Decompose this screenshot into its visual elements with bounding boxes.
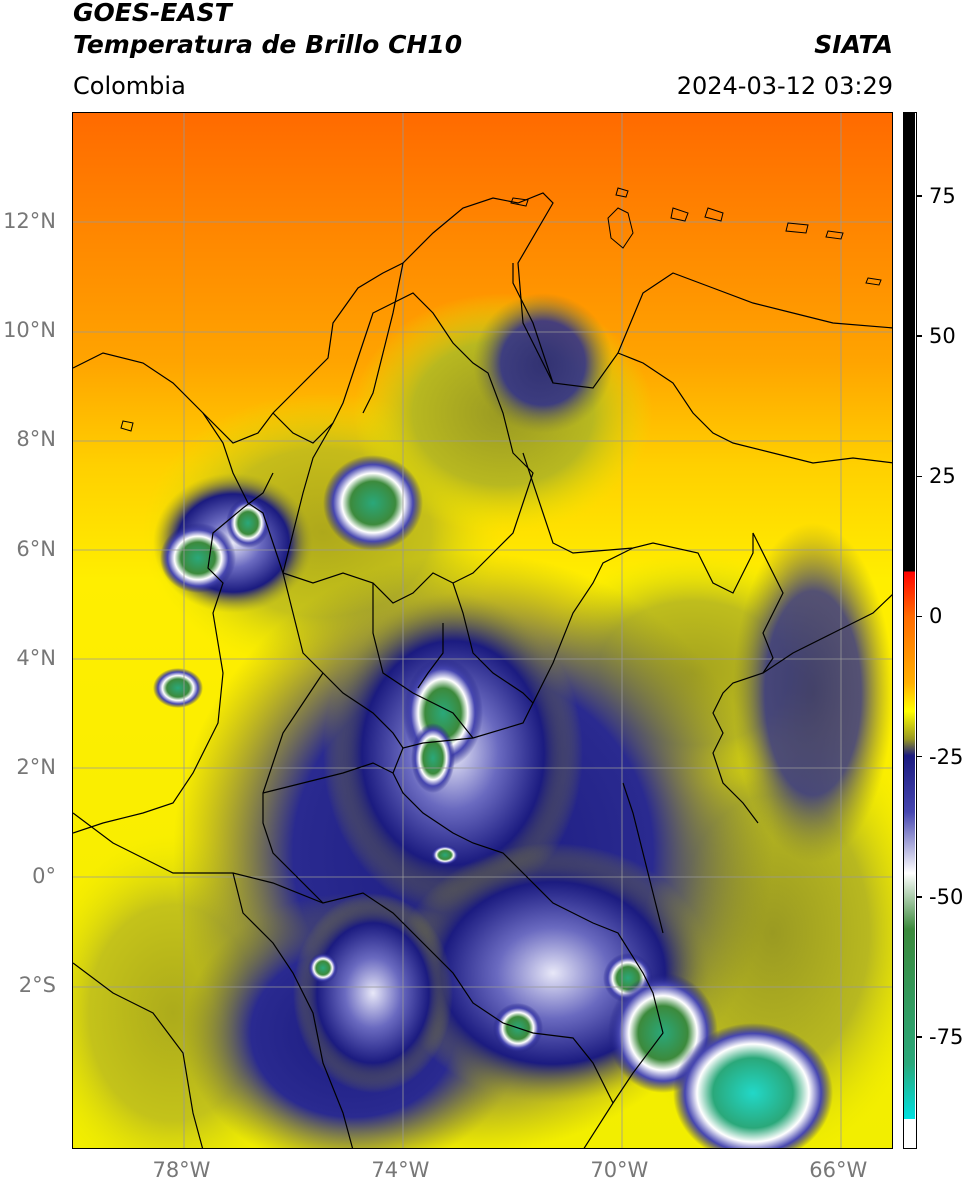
satellite-title: GOES-EAST — [73, 0, 232, 27]
colorbar-tick-label: -50 — [929, 884, 964, 909]
graticule — [73, 113, 892, 1148]
colorbar-gradient — [904, 113, 915, 1147]
latitude-label: 2°S — [18, 973, 56, 998]
colorbar-tick-label: 50 — [929, 324, 956, 349]
latitude-label: 4°N — [16, 645, 56, 670]
longitude-label: 66°W — [809, 1158, 868, 1182]
colorbar-tick-mark — [917, 195, 922, 197]
latitude-label: 8°N — [16, 427, 56, 452]
cloud-fields — [73, 293, 892, 1148]
timestamp-label: 2024-03-12 03:29 — [676, 72, 893, 100]
colorbar — [903, 112, 917, 1149]
latitude-label: 6°N — [16, 536, 56, 561]
colorbar-tick-mark — [917, 335, 922, 337]
map-svg — [73, 113, 892, 1148]
colorbar-tick-mark — [917, 615, 922, 618]
colorbar-tick-label: 25 — [929, 464, 956, 489]
latitude-label: 12°N — [3, 209, 56, 234]
latitude-label: 10°N — [3, 318, 56, 343]
brightness-temperature-map — [72, 112, 893, 1149]
brand-label: SIATA — [814, 30, 893, 59]
colorbar-svg — [904, 113, 915, 1147]
longitude-label: 70°W — [590, 1158, 649, 1182]
colorbar-tick-mark — [917, 755, 922, 758]
product-title: Temperatura de Brillo CH10 — [73, 30, 463, 59]
latitude-label: 2°N — [16, 754, 56, 779]
colorbar-tick-label: 75 — [929, 184, 956, 209]
colorbar-tick-label: 0 — [929, 604, 943, 629]
longitude-label: 78°W — [152, 1158, 211, 1182]
longitude-label: 74°W — [371, 1158, 430, 1182]
latitude-label: 0° — [32, 864, 56, 889]
colorbar-tick-mark — [917, 475, 922, 478]
colorbar-tick-mark — [917, 1036, 922, 1038]
colorbar-tick-label: -25 — [929, 744, 964, 769]
islands — [120, 187, 882, 432]
region-label: Colombia — [73, 72, 186, 100]
borders — [73, 192, 892, 1148]
colorbar-tick-mark — [917, 896, 922, 898]
colorbar-tick-label: -75 — [929, 1024, 964, 1049]
